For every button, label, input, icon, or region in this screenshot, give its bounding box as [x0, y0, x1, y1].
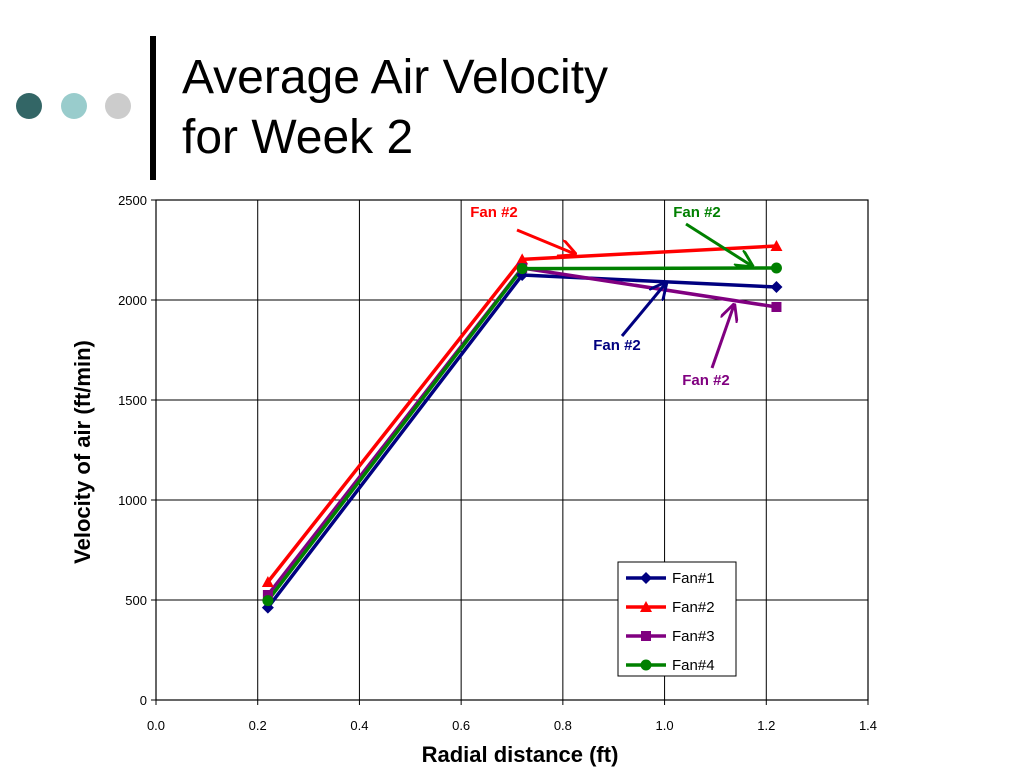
annotation-label: Fan #2: [682, 372, 730, 389]
x-tick-label: 0.0: [147, 718, 165, 733]
x-tick-label: 0.2: [249, 718, 267, 733]
data-point: [516, 263, 528, 275]
series-line: [266, 266, 777, 602]
x-tick-label: 0.6: [452, 718, 470, 733]
x-tick-label: 1.2: [757, 718, 775, 733]
slide-title: Average Air Velocity for Week 2: [182, 48, 608, 168]
legend-swatch-marker: [640, 572, 652, 584]
legend-label: Fan#4: [672, 657, 715, 674]
annotation-label: Fan #2: [593, 337, 641, 354]
y-tick-label: 500: [125, 593, 147, 608]
legend-box: [617, 561, 737, 677]
legend-swatch-marker: [640, 659, 652, 671]
x-axis-label: Radial distance (ft): [422, 742, 619, 767]
x-tick-label: 0.8: [554, 718, 572, 733]
annotation-arrow: [685, 222, 752, 266]
plot-area: [155, 199, 869, 701]
annotation-arrow: [710, 305, 734, 369]
legend-swatch-marker: [641, 631, 651, 641]
annotation-label: Fan #2: [673, 204, 721, 221]
title-divider: [150, 36, 156, 180]
series-line: [266, 273, 777, 609]
slide-title-line-1: Average Air Velocity: [182, 51, 609, 104]
data-point: [262, 590, 273, 600]
y-tick-label: 1000: [118, 493, 147, 508]
x-tick-label: 1.0: [656, 718, 674, 733]
dot-gray-icon: [105, 93, 131, 119]
annotation-label: Fan #2: [470, 204, 518, 221]
y-tick-label: 0: [140, 693, 147, 708]
x-tick-label: 1.4: [859, 718, 877, 733]
slide-title-line-2: for Week 2: [182, 111, 414, 164]
data-point: [262, 595, 274, 607]
data-point: [770, 262, 782, 274]
dot-teal-icon: [61, 93, 87, 119]
series-line: [266, 266, 777, 597]
legend-label: Fan#1: [672, 570, 715, 587]
y-axis-label: Velocity of air (ft/min): [70, 340, 95, 564]
x-tick-label: 0.4: [350, 718, 368, 733]
data-point: [770, 240, 783, 251]
legend-swatch-marker: [640, 601, 652, 612]
y-tick-label: 2000: [118, 293, 147, 308]
data-point: [771, 302, 782, 312]
dot-dark-icon: [16, 93, 42, 119]
legend-label: Fan#2: [672, 599, 715, 616]
data-point: [770, 281, 783, 293]
annotation-arrow: [620, 283, 666, 337]
decorative-dots: [16, 93, 136, 119]
data-point: [516, 253, 529, 265]
legend-label: Fan#3: [672, 628, 715, 645]
y-tick-label: 2500: [118, 193, 147, 208]
y-tick-label: 1500: [118, 393, 147, 408]
data-point: [261, 576, 274, 587]
annotation-arrow: [516, 228, 575, 254]
